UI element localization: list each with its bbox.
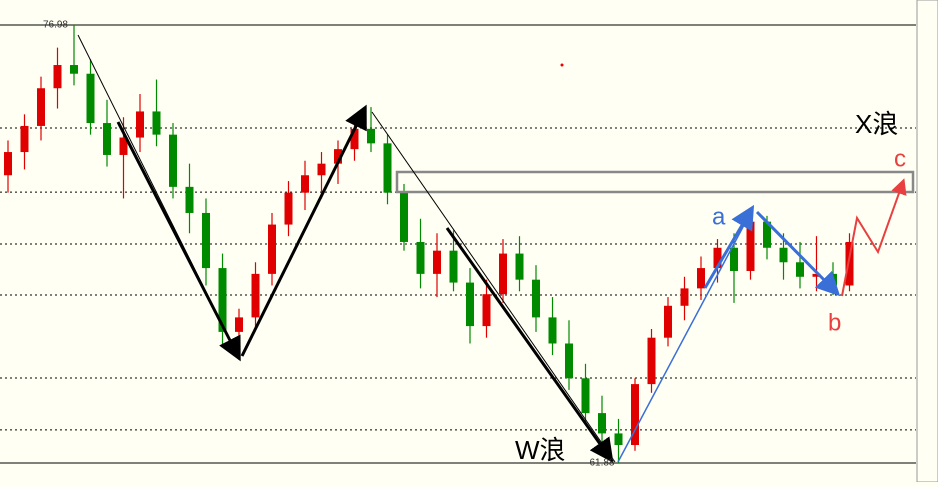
wave-line xyxy=(371,111,616,463)
wave-arrow xyxy=(703,204,755,289)
candle-body xyxy=(796,262,804,277)
candle-body xyxy=(383,143,392,193)
candle-body xyxy=(103,123,111,155)
candle-body xyxy=(350,128,359,150)
candle-body xyxy=(70,65,78,74)
candle-body xyxy=(598,413,606,434)
candle-body xyxy=(548,317,557,344)
candle-body xyxy=(532,279,540,318)
candle-body xyxy=(185,186,194,213)
candle-body xyxy=(235,317,243,332)
candle-body xyxy=(169,134,177,187)
wave-label: a xyxy=(712,203,726,230)
candle-body xyxy=(251,273,260,318)
candle-body xyxy=(515,253,524,280)
candle-body xyxy=(779,247,788,263)
side-panel xyxy=(916,0,938,483)
candle-body xyxy=(664,305,672,338)
candle-body xyxy=(763,221,771,248)
candle-body xyxy=(499,253,507,295)
candle-body xyxy=(334,149,342,164)
candle-body xyxy=(482,294,491,327)
candle-body xyxy=(647,337,656,385)
candle-body xyxy=(152,111,161,135)
wave-arrow xyxy=(240,104,367,357)
low-label: 61.88 xyxy=(589,458,614,469)
candle-body xyxy=(829,273,837,286)
annotations xyxy=(77,34,915,463)
candle-body xyxy=(4,152,12,176)
candle-body xyxy=(119,137,128,155)
candle-body xyxy=(746,221,755,271)
high-label: 76.98 xyxy=(43,20,68,31)
candle-body xyxy=(416,241,425,274)
candle-body xyxy=(268,224,276,274)
candle-body xyxy=(730,247,738,271)
candle-body xyxy=(581,378,590,414)
candle-body xyxy=(631,384,639,446)
candle-body xyxy=(218,268,227,332)
candle-body xyxy=(367,128,375,144)
candle-body xyxy=(37,88,45,126)
candle-body xyxy=(301,175,309,193)
candle-body xyxy=(86,73,95,124)
forecast-arrow xyxy=(841,178,907,297)
candle-body xyxy=(614,433,623,446)
wave-arrow xyxy=(116,121,241,362)
candle-body xyxy=(284,192,293,225)
candle-body xyxy=(136,111,144,138)
candle-body xyxy=(400,192,408,242)
candle-body xyxy=(433,250,441,274)
candle-body xyxy=(845,241,854,286)
candle-body xyxy=(449,250,458,283)
wave-line xyxy=(617,209,753,463)
wave-label: W浪 xyxy=(515,435,566,465)
candle-body xyxy=(466,282,474,327)
wave-label: X浪 xyxy=(855,109,898,139)
candle-body xyxy=(697,268,705,289)
candle-body xyxy=(53,65,62,89)
wave-label: b xyxy=(828,309,841,336)
candle-body xyxy=(20,125,29,153)
candle-body xyxy=(317,163,326,176)
wave-arrow xyxy=(445,227,614,463)
wave-arrow xyxy=(755,210,841,297)
candle-body xyxy=(202,212,210,269)
wave-label: c xyxy=(894,145,906,172)
resistance-box xyxy=(395,170,915,194)
candle-body xyxy=(680,288,689,306)
candle-body xyxy=(565,343,573,379)
dot xyxy=(560,63,564,67)
candle-body xyxy=(713,247,722,269)
